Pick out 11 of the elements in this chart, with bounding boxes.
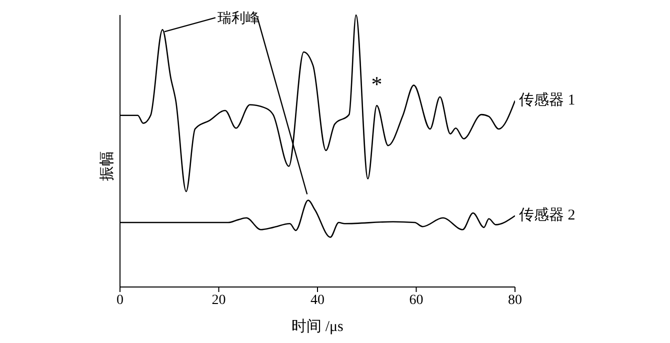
series-label: 传感器 2 <box>519 206 576 224</box>
y-axis-title: 振幅 <box>98 151 116 181</box>
annotation: 瑞利峰 <box>217 10 260 27</box>
series-label: 传感器 1 <box>519 92 576 109</box>
x-tick-label: 40 <box>310 292 324 308</box>
x-axis-title: 时间 /μs <box>292 318 344 335</box>
x-tick-label: 20 <box>212 292 226 308</box>
x-tick-label: 80 <box>508 292 522 308</box>
annotation: * <box>371 72 382 97</box>
x-tick-label: 60 <box>409 292 424 308</box>
x-tick-label: 0 <box>116 292 124 308</box>
